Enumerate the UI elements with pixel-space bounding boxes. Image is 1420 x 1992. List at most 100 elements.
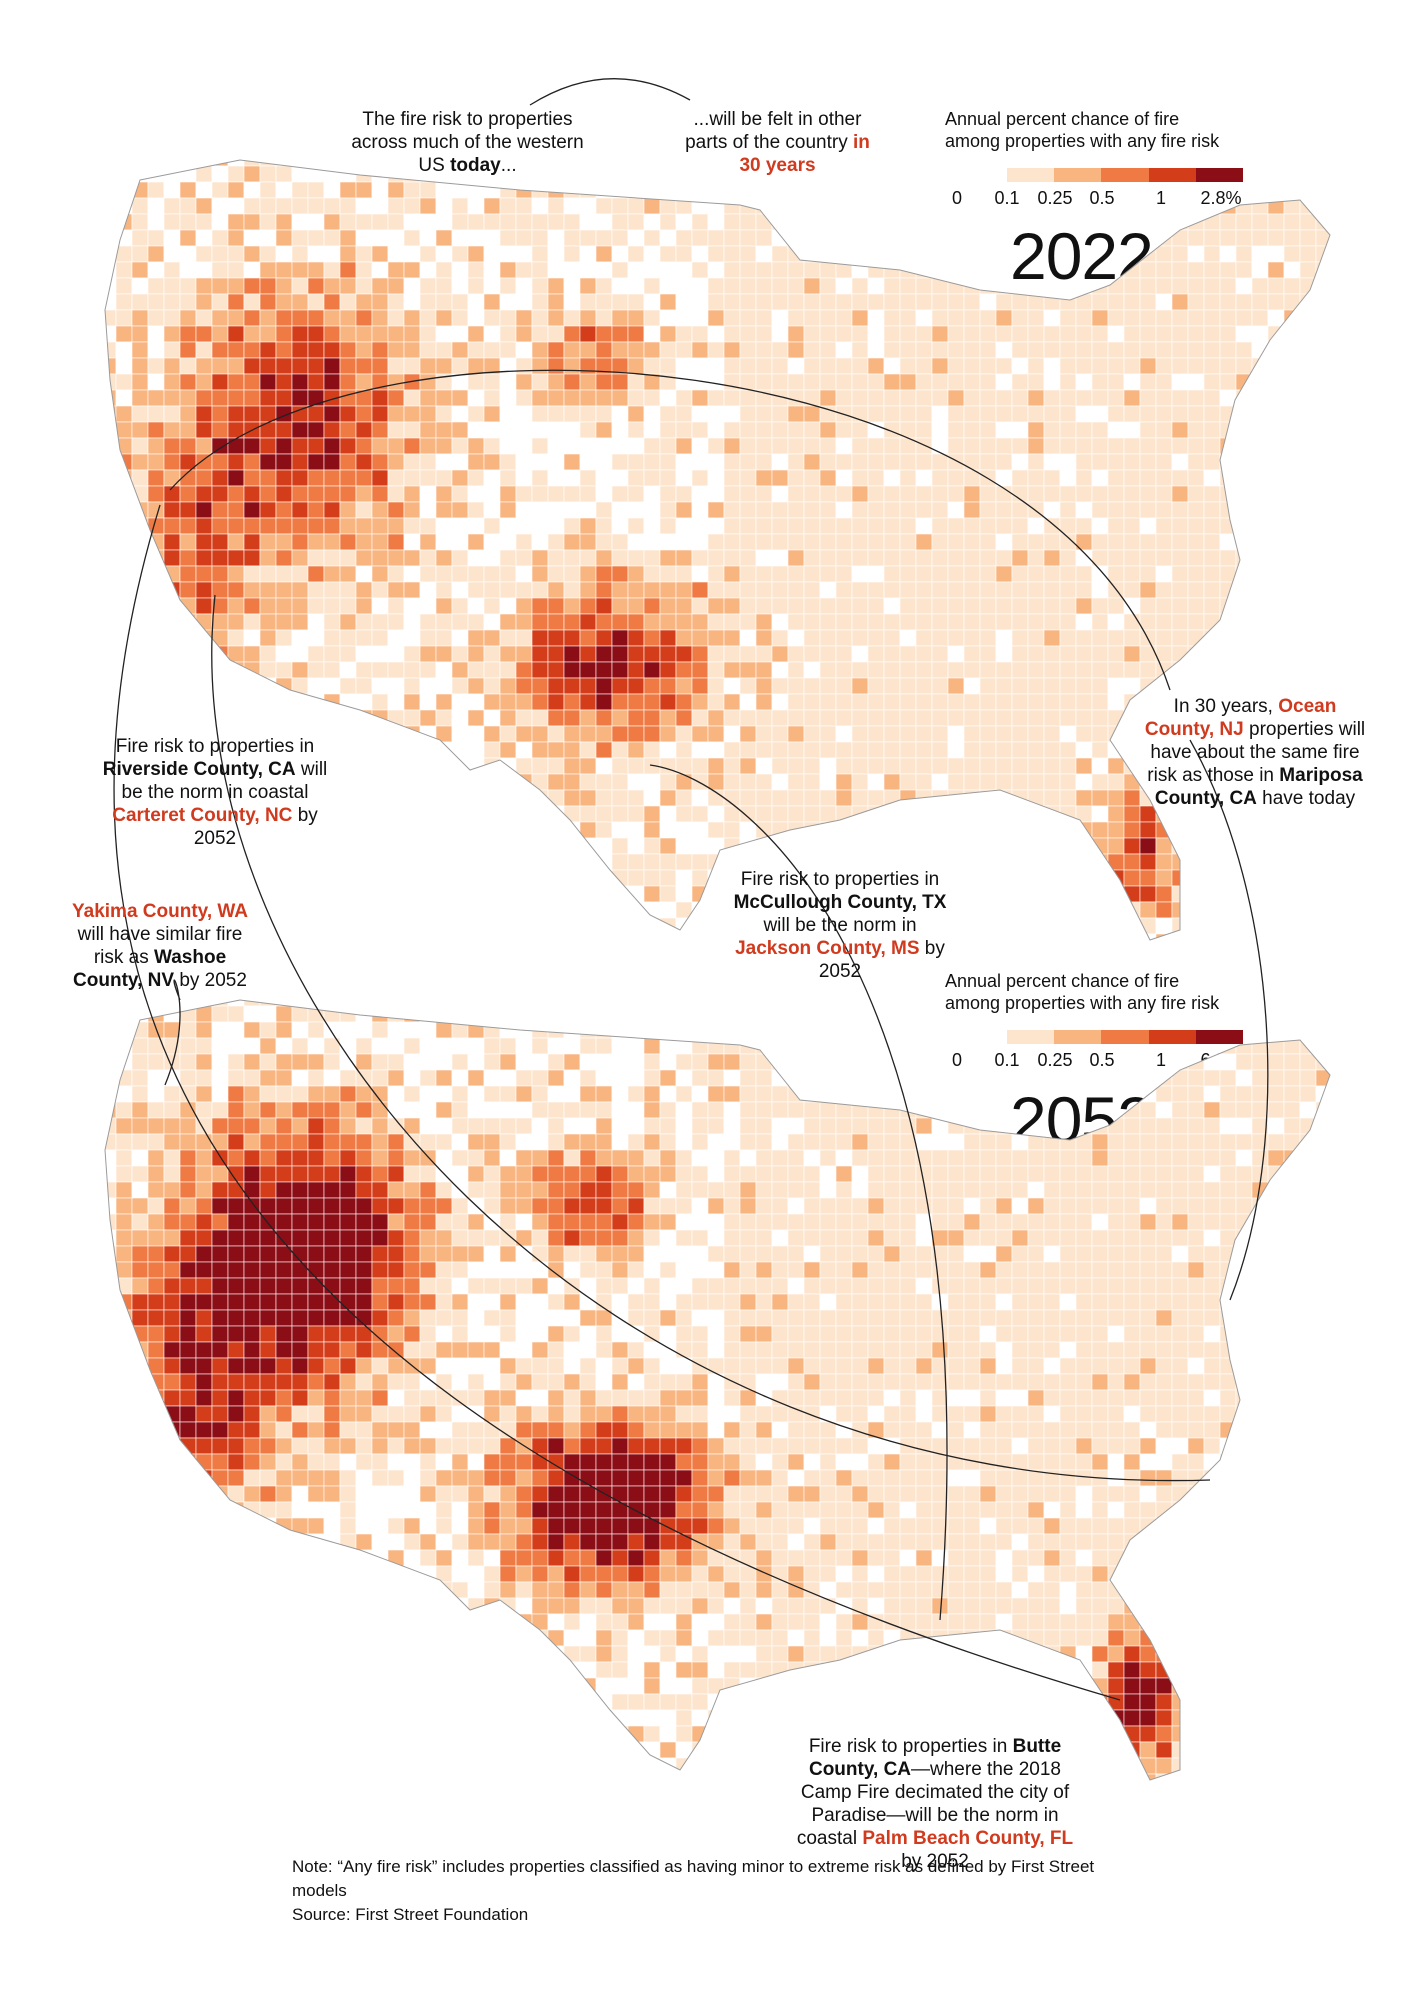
county-cell xyxy=(611,933,629,940)
county-cell xyxy=(1075,1053,1093,1071)
county-cell xyxy=(979,1069,997,1087)
county-cell xyxy=(1332,246,1348,262)
county-cell xyxy=(803,245,821,263)
county-cell xyxy=(115,165,133,183)
county-cell xyxy=(1171,160,1189,167)
county-cell xyxy=(515,821,533,839)
county-cell xyxy=(563,213,581,231)
county-cell xyxy=(1155,181,1173,199)
county-cell xyxy=(1075,325,1093,343)
county-cell xyxy=(179,597,197,615)
county-cell xyxy=(787,293,805,311)
county-cell xyxy=(675,613,693,631)
county-cell xyxy=(531,389,549,407)
county-cell xyxy=(707,1165,725,1183)
county-cell xyxy=(1187,1000,1205,1007)
county-cell xyxy=(147,325,165,343)
county-cell xyxy=(115,677,133,695)
county-cell xyxy=(707,821,725,839)
county-cell xyxy=(307,485,325,503)
county-cell xyxy=(1075,160,1093,167)
county-cell xyxy=(1299,1000,1317,1007)
county-cell xyxy=(707,277,725,295)
county-cell xyxy=(1315,245,1330,263)
county-cell xyxy=(883,293,901,311)
county-cell xyxy=(915,453,933,471)
legend-swatch xyxy=(1195,168,1244,182)
county-cell xyxy=(387,837,405,855)
county-cell xyxy=(515,405,533,423)
county-cell xyxy=(867,469,885,487)
county-cell xyxy=(307,245,325,263)
county-cell xyxy=(563,629,581,647)
county-cell xyxy=(515,757,533,775)
county-cell xyxy=(755,1085,773,1103)
county-cell xyxy=(1219,1005,1237,1023)
county-cell xyxy=(851,773,869,791)
county-cell xyxy=(835,1021,853,1039)
county-cell xyxy=(339,160,357,167)
county-cell xyxy=(1235,1101,1253,1119)
county-cell xyxy=(947,1000,965,1007)
county-cell xyxy=(105,1021,117,1039)
county-cell xyxy=(803,565,821,583)
county-cell xyxy=(851,437,869,455)
county-cell xyxy=(979,725,997,743)
county-cell xyxy=(1315,661,1330,679)
county-cell xyxy=(307,357,325,375)
county-cell xyxy=(611,517,629,535)
county-cell xyxy=(755,229,773,247)
county-cell xyxy=(1283,1165,1301,1183)
county-cell xyxy=(179,229,197,247)
county-cell xyxy=(1027,421,1045,439)
county-cell xyxy=(371,1101,389,1119)
county-cell xyxy=(467,1085,485,1103)
county-cell xyxy=(339,805,357,823)
county-cell xyxy=(1155,453,1173,471)
county-cell xyxy=(323,213,341,231)
county-cell xyxy=(1203,629,1221,647)
county-cell xyxy=(259,565,277,583)
county-cell xyxy=(291,1101,309,1119)
county-cell xyxy=(307,1165,325,1183)
county-cell xyxy=(403,1085,421,1103)
county-cell xyxy=(115,405,133,423)
county-cell xyxy=(547,917,565,935)
county-cell xyxy=(883,613,901,631)
county-cell xyxy=(451,645,469,663)
county-cell xyxy=(659,437,677,455)
county-cell xyxy=(499,341,517,359)
county-cell xyxy=(355,437,373,455)
county-cell xyxy=(419,1181,437,1199)
county-cell xyxy=(179,693,197,711)
county-cell xyxy=(1267,1117,1285,1135)
county-cell xyxy=(723,1000,741,1007)
county-cell xyxy=(1155,245,1173,263)
county-cell xyxy=(243,453,261,471)
county-cell xyxy=(467,389,485,407)
county-cell xyxy=(243,1101,261,1119)
county-cell xyxy=(105,421,117,439)
county-cell xyxy=(531,1149,549,1167)
county-cell xyxy=(1315,181,1330,199)
county-cell xyxy=(131,869,149,887)
county-cell xyxy=(227,181,245,199)
county-cell xyxy=(995,1005,1013,1023)
county-cell xyxy=(531,160,549,167)
county-cell xyxy=(339,677,357,695)
county-cell xyxy=(243,277,261,295)
county-cell xyxy=(771,1021,789,1039)
county-cell xyxy=(915,501,933,519)
county-cell xyxy=(1011,1133,1029,1151)
county-cell xyxy=(579,501,597,519)
legend-swatch xyxy=(1101,1030,1149,1044)
county-cell xyxy=(787,517,805,535)
county-cell xyxy=(147,1085,165,1103)
county-cell xyxy=(723,677,741,695)
county-cell xyxy=(707,709,725,727)
county-cell xyxy=(579,661,597,679)
county-cell xyxy=(787,1133,805,1151)
county-cell xyxy=(307,1101,325,1119)
county-cell xyxy=(147,1037,165,1055)
county-cell xyxy=(643,1005,661,1023)
